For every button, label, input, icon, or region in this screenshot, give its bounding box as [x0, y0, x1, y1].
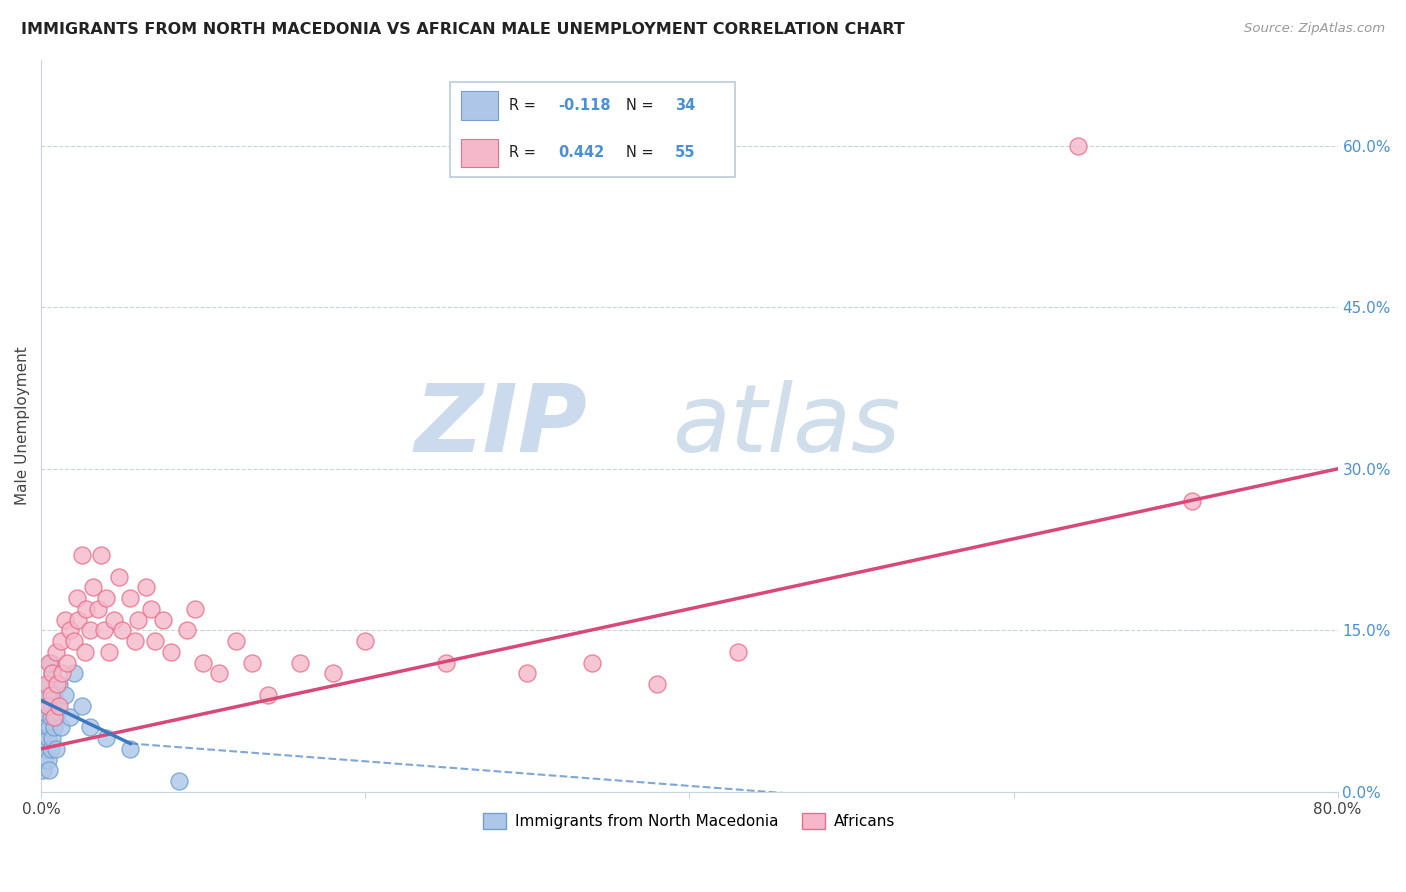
Point	[108, 569, 131, 583]
Text: Source: ZipAtlas.com: Source: ZipAtlas.com	[1244, 22, 1385, 36]
Point	[208, 666, 231, 681]
Point	[184, 602, 207, 616]
Point	[42, 720, 65, 734]
Point	[49, 720, 72, 734]
Point	[37, 698, 59, 713]
Point	[240, 656, 263, 670]
Point	[70, 698, 93, 713]
Legend: Immigrants from North Macedonia, Africans: Immigrants from North Macedonia, African…	[477, 807, 901, 836]
Point	[56, 656, 79, 670]
Point	[90, 548, 112, 562]
Point	[41, 666, 63, 681]
Point	[41, 731, 63, 745]
Point	[645, 677, 668, 691]
Point	[62, 666, 84, 681]
Point	[322, 666, 344, 681]
Point	[141, 602, 163, 616]
Point	[73, 645, 96, 659]
Text: ZIP: ZIP	[415, 380, 588, 472]
Point	[67, 613, 90, 627]
Point	[434, 656, 457, 670]
Point	[1181, 494, 1204, 508]
Point	[35, 720, 58, 734]
Point	[87, 602, 110, 616]
Point	[39, 709, 62, 723]
Point	[41, 666, 63, 681]
Point	[93, 624, 115, 638]
Point	[516, 666, 538, 681]
Point	[225, 634, 247, 648]
Point	[290, 656, 312, 670]
Point	[55, 613, 77, 627]
Point	[34, 753, 56, 767]
Point	[127, 613, 149, 627]
Point	[98, 645, 121, 659]
Point	[48, 677, 70, 691]
Point	[124, 634, 146, 648]
Point	[42, 688, 65, 702]
Point	[59, 709, 82, 723]
Point	[31, 764, 53, 778]
Point	[1067, 138, 1090, 153]
Point	[42, 709, 65, 723]
Point	[135, 580, 157, 594]
Point	[45, 709, 67, 723]
Point	[39, 688, 62, 702]
Point	[79, 624, 101, 638]
Point	[94, 731, 117, 745]
Point	[49, 634, 72, 648]
Point	[193, 656, 215, 670]
Point	[35, 688, 58, 702]
Point	[167, 774, 190, 789]
Point	[70, 548, 93, 562]
Point	[55, 688, 77, 702]
Point	[37, 753, 59, 767]
Point	[39, 742, 62, 756]
Point	[39, 656, 62, 670]
Point	[79, 720, 101, 734]
Point	[41, 698, 63, 713]
Text: atlas: atlas	[672, 380, 901, 471]
Point	[46, 698, 69, 713]
Point	[45, 742, 67, 756]
Text: IMMIGRANTS FROM NORTH MACEDONIA VS AFRICAN MALE UNEMPLOYMENT CORRELATION CHART: IMMIGRANTS FROM NORTH MACEDONIA VS AFRIC…	[21, 22, 905, 37]
Point	[354, 634, 377, 648]
Y-axis label: Male Unemployment: Male Unemployment	[15, 346, 30, 505]
Point	[48, 698, 70, 713]
Point	[35, 677, 58, 691]
Point	[159, 645, 181, 659]
Point	[38, 720, 60, 734]
Point	[62, 634, 84, 648]
Point	[38, 656, 60, 670]
Point	[152, 613, 174, 627]
Point	[35, 742, 58, 756]
Point	[37, 731, 59, 745]
Point	[37, 698, 59, 713]
Point	[103, 613, 125, 627]
Point	[257, 688, 280, 702]
Point	[176, 624, 198, 638]
Point	[581, 656, 603, 670]
Point	[82, 580, 104, 594]
Point	[38, 764, 60, 778]
Point	[120, 591, 142, 606]
Point	[51, 666, 73, 681]
Point	[45, 645, 67, 659]
Point	[143, 634, 166, 648]
Point	[66, 591, 89, 606]
Point	[120, 742, 142, 756]
Point	[31, 731, 53, 745]
Point	[727, 645, 749, 659]
Point	[76, 602, 98, 616]
Point	[59, 624, 82, 638]
Point	[46, 677, 69, 691]
Point	[111, 624, 134, 638]
Point	[34, 709, 56, 723]
Point	[94, 591, 117, 606]
Point	[38, 677, 60, 691]
